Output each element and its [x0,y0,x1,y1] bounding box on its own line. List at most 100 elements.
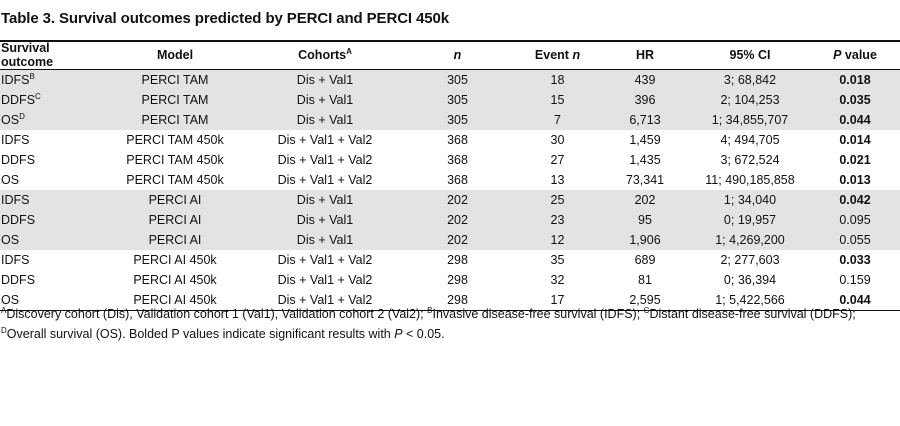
cell-cohorts: Dis + Val1 [250,90,400,110]
cell-hr: 6,713 [600,110,690,130]
table-row: IDFS PERCI AI Dis + Val1 202 25 202 1; 34,040 0… [0,190,900,210]
cell-hr: 396 [600,90,690,110]
cell-event-n: 12 [515,230,600,250]
cell-ci: 1; 4,269,200 [690,230,810,250]
col-header-p-value: P value [833,48,877,62]
cell-event-n: 17 [515,290,600,311]
cell-cohorts: Dis + Val1 + Val2 [277,253,373,267]
cell-cohorts: Dis + Val1 + Val2 [277,173,373,187]
cell-model: PERCI TAM 450k [126,133,224,147]
cell-outcome: DDFSC [0,90,100,110]
cell-model: PERCI AI 450k [133,273,217,287]
cell-n: 305 [400,110,515,130]
cell-p-value: 0.014 [839,133,871,147]
cell-event-n: 25 [515,190,600,210]
table-row: DDFSC PERCI TAM Dis + Val1 305 15 396 2; 104,2… [0,90,900,110]
cell-event-n: 27 [550,153,565,167]
top-rule [0,40,900,42]
table-row: OS PERCI TAM 450k Dis + Val1 + Val2 368 13 73… [0,170,900,190]
cell-event-n: 32 [550,273,565,287]
cell-event-n: 35 [550,253,565,267]
cell-p-value: 0.021 [839,153,871,167]
cell-outcome: IDFS [0,190,100,210]
col-header-model: Model [156,48,194,62]
cell-outcome: IDFS [1,253,30,267]
cell-outcome: OS [1,173,20,187]
cell-cohorts: Dis + Val1 + Val2 [277,133,373,147]
cell-n: 368 [447,133,468,147]
cell-event-n: 23 [515,210,600,230]
cell-hr: 202 [600,190,690,210]
cell-hr: 2,595 [600,290,690,311]
cell-model: PERCI AI 450k [133,253,217,267]
cell-p-value: 0.055 [810,230,900,250]
col-header-ci: 95% CI [729,48,771,62]
table-row: IDFS PERCI TAM 450k Dis + Val1 + Val2 368 30… [0,130,900,150]
cell-cohorts: Dis + Val1 [250,110,400,130]
cell-model: PERCI TAM 450k [126,173,224,187]
cell-hr: 1,459 [629,133,661,147]
cell-model: PERCI TAM [100,110,250,130]
cell-cohorts: Dis + Val1 [250,230,400,250]
cell-event-n: 30 [550,133,565,147]
cell-n: 202 [400,230,515,250]
col-header-hr: HR [635,48,655,62]
footnote-line-2: DOverall survival (OS). Bolded P values … [1,326,445,342]
cell-p-value: 0.035 [810,90,900,110]
cell-p-value: 0.044 [810,110,900,130]
cell-ci: 2; 104,253 [690,90,810,110]
cell-event-n: 15 [515,90,600,110]
cell-model: PERCI AI [100,230,250,250]
cell-hr: 689 [634,253,656,267]
cell-outcome: DDFS [1,153,36,167]
cell-outcome: IDFSB [0,69,100,90]
cell-model: PERCI TAM [100,90,250,110]
cell-n: 202 [400,190,515,210]
table-row: DDFS PERCI AI 450k Dis + Val1 + Val2 298 32 8… [0,270,900,290]
table-row: IDFSB PERCI TAM Dis + Val1 305 18 439 3; 68,84… [0,69,900,90]
cell-cohorts: Dis + Val1 [250,69,400,90]
cell-ci: 3; 672,524 [720,153,780,167]
cell-hr: 439 [600,69,690,90]
col-header-outcome: Survival outcome [1,41,54,69]
cell-ci: 1; 34,040 [690,190,810,210]
cell-event-n: 13 [550,173,565,187]
col-header-cohorts: CohortsA [298,47,352,63]
cell-model: PERCI AI 450k [100,290,250,311]
cell-n: 298 [447,253,468,267]
cell-outcome: OS [0,230,100,250]
cell-n: 368 [447,153,468,167]
cell-p-value: 0.044 [810,290,900,311]
cell-p-value: 0.042 [810,190,900,210]
cell-cohorts: Dis + Val1 + Val2 [277,273,373,287]
cell-p-value: 0.013 [839,173,871,187]
cell-hr: 1,906 [600,230,690,250]
cell-ci: 0; 36,394 [723,273,777,287]
cell-cohorts: Dis + Val1 [250,190,400,210]
cell-model: PERCI TAM 450k [126,153,224,167]
table-row: DDFS PERCI AI Dis + Val1 202 23 95 0; 19,957 0.… [0,210,900,230]
cell-ci: 0; 19,957 [690,210,810,230]
cell-model: PERCI AI [100,190,250,210]
cell-outcome: IDFS [1,133,30,147]
cell-n: 298 [400,290,515,311]
cell-ci: 4; 494,705 [720,133,780,147]
cell-n: 202 [400,210,515,230]
cell-outcome: OS [0,290,100,311]
cell-ci: 3; 68,842 [690,69,810,90]
cell-ci: 2; 277,603 [720,253,780,267]
table-row: OSD PERCI TAM Dis + Val1 305 7 6,713 1; 34,855… [0,110,900,130]
cell-hr: 81 [638,273,652,287]
cell-p-value: 0.095 [810,210,900,230]
cell-ci: 1; 5,422,566 [690,290,810,311]
cell-model: PERCI AI [100,210,250,230]
cell-cohorts: Dis + Val1 + Val2 [277,153,373,167]
cell-n: 305 [400,69,515,90]
table-row: IDFS PERCI AI 450k Dis + Val1 + Val2 298 35 6… [0,250,900,270]
header-row: Survival outcome Model CohortsA n Event … [0,41,900,70]
cell-hr: 95 [600,210,690,230]
cell-model: PERCI TAM [100,69,250,90]
cell-ci: 11; 490,185,858 [705,173,795,187]
col-header-n: n [453,48,462,62]
cell-hr: 73,341 [625,173,665,187]
